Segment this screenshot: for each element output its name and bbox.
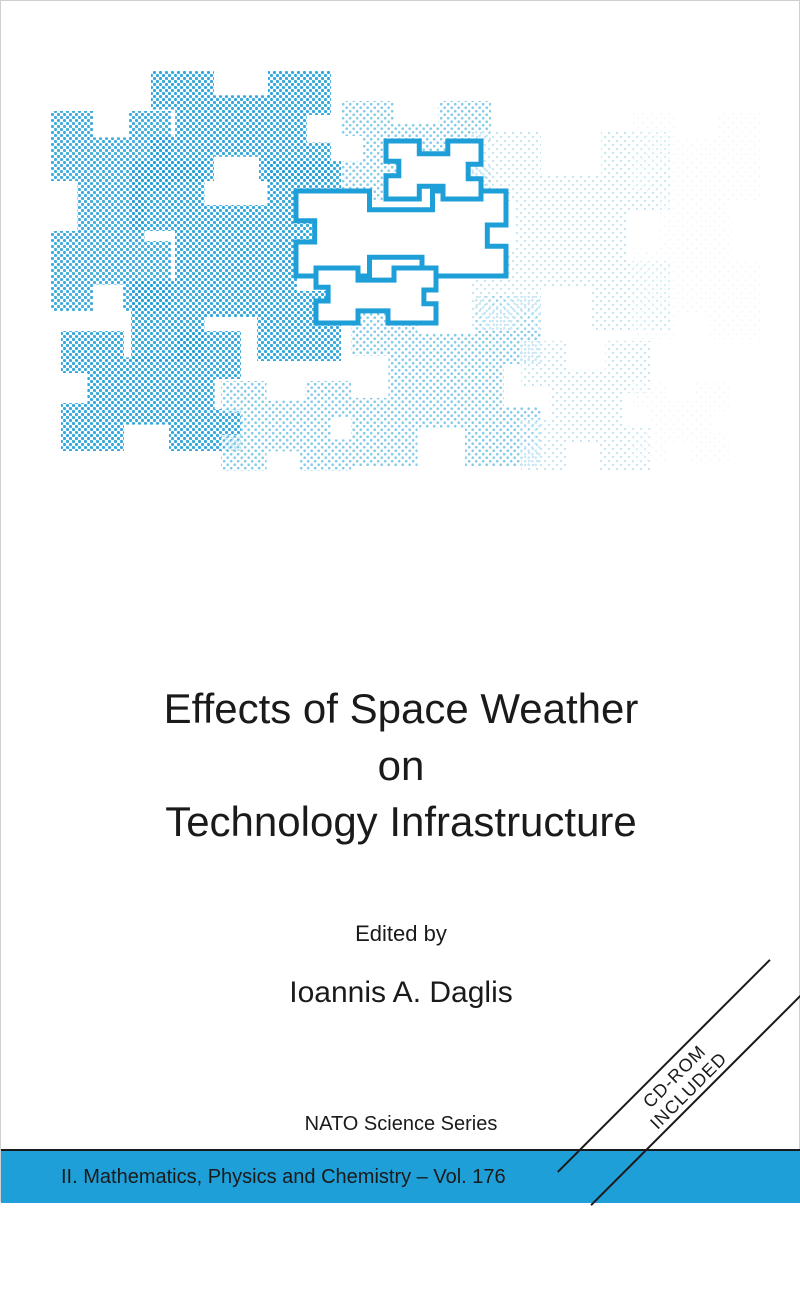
title-line-2: on <box>378 742 425 789</box>
badge-line-1: CD-ROM <box>639 1041 710 1112</box>
editor-name: Ioannis A. Daglis <box>1 976 800 1010</box>
edited-by-label: Edited by <box>1 921 800 947</box>
series-label: NATO Science Series <box>1 1113 800 1136</box>
series-bar-text: II. Mathematics, Physics and Chemistry –… <box>61 1166 506 1189</box>
title-line-1: Effects of Space Weather <box>164 685 639 732</box>
title-line-3: Technology Infrastructure <box>165 798 637 845</box>
series-bar: II. Mathematics, Physics and Chemistry –… <box>1 1151 800 1203</box>
cover-graphic <box>51 71 771 531</box>
book-title: Effects of Space Weather on Technology I… <box>1 681 800 851</box>
